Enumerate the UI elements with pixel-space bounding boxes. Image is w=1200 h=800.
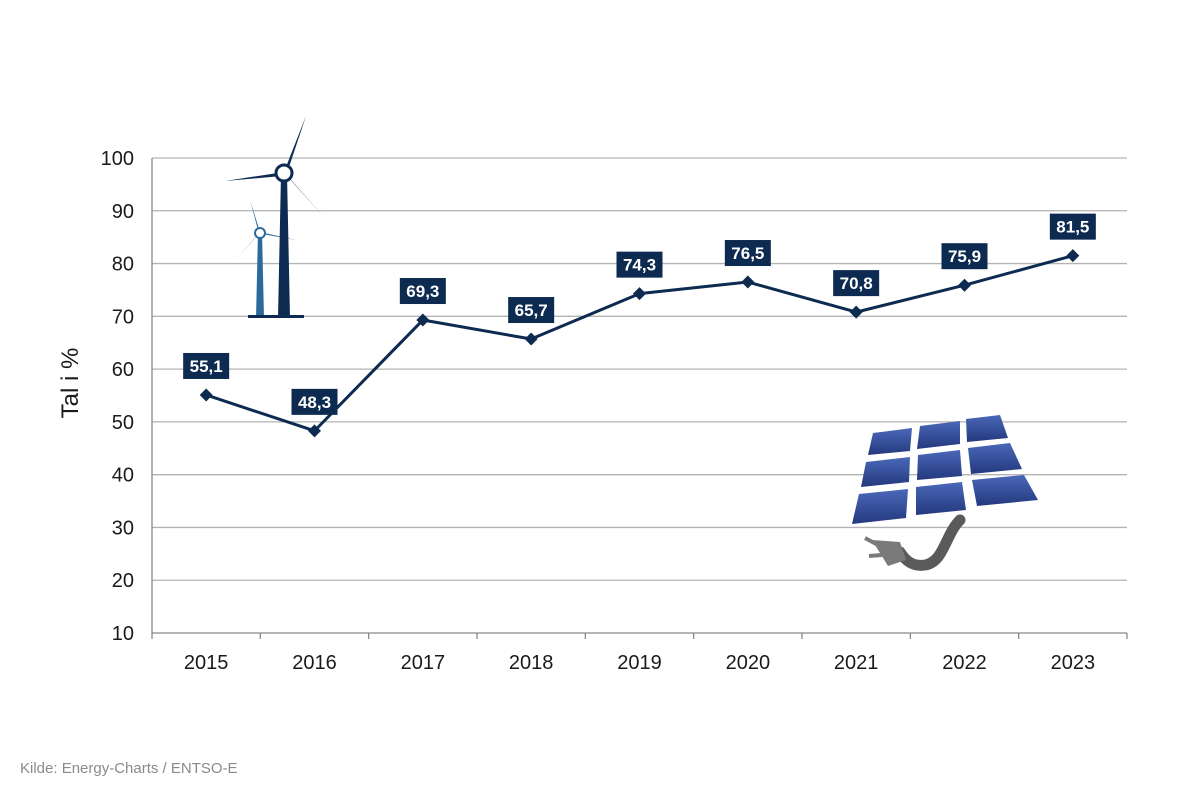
y-tick-label: 70 bbox=[112, 306, 134, 328]
data-point-marker bbox=[741, 275, 755, 289]
data-label: 76,5 bbox=[731, 244, 764, 263]
data-point-marker bbox=[199, 388, 213, 402]
solar-panel-plug-icon bbox=[852, 415, 1038, 571]
data-label-box bbox=[399, 278, 446, 305]
y-tick-label: 20 bbox=[112, 570, 134, 592]
data-label-box bbox=[508, 297, 555, 324]
y-tick-label: 60 bbox=[112, 359, 134, 381]
x-tick-label: 2018 bbox=[509, 652, 554, 674]
data-point-marker bbox=[633, 287, 646, 301]
data-labels: 55,1 48,3 69,3 65,7 74,3 76,5 70,8 75,9 81,5 bbox=[183, 213, 1096, 415]
data-point-marker bbox=[524, 332, 538, 346]
data-label-box bbox=[941, 243, 988, 270]
data-point-marker bbox=[416, 313, 430, 327]
source-note: Kilde: Energy-Charts / ENTSO-E bbox=[20, 760, 238, 777]
data-label-box bbox=[833, 270, 880, 297]
data-point-marker bbox=[849, 305, 863, 319]
data-point-marker bbox=[308, 424, 321, 438]
y-tick-label: 90 bbox=[112, 201, 134, 223]
x-tick-label: 2016 bbox=[292, 652, 337, 674]
data-markers bbox=[199, 249, 1080, 438]
x-tick-label: 2019 bbox=[617, 652, 662, 674]
gridlines bbox=[152, 157, 1127, 581]
data-point-marker bbox=[1066, 249, 1080, 263]
data-label: 65,7 bbox=[515, 301, 548, 320]
y-axis-title: Tal i % bbox=[57, 348, 84, 419]
data-label: 75,9 bbox=[948, 247, 981, 266]
x-axis: 2015 2016 2017 2018 2019 2020 2021 2022 2023 bbox=[151, 158, 1128, 674]
x-tick-label: 2017 bbox=[401, 652, 446, 674]
data-label: 69,3 bbox=[406, 282, 439, 301]
data-label-box bbox=[183, 352, 230, 379]
x-tick-label: 2021 bbox=[834, 652, 879, 674]
y-tick-label: 40 bbox=[112, 465, 134, 487]
y-tick-label: 30 bbox=[112, 517, 134, 539]
x-tick-label: 2022 bbox=[942, 652, 987, 674]
data-label: 48,3 bbox=[298, 393, 331, 412]
x-tick-label: 2015 bbox=[184, 652, 229, 674]
data-label: 81,5 bbox=[1056, 218, 1089, 237]
wind-turbine-icon bbox=[225, 116, 324, 318]
data-label: 70,8 bbox=[840, 274, 873, 293]
data-label-box bbox=[724, 240, 771, 267]
data-label: 55,1 bbox=[190, 357, 223, 376]
y-tick-label: 10 bbox=[112, 623, 134, 645]
y-axis-ticks: 10 20 30 40 50 60 70 80 90 100 bbox=[101, 148, 134, 645]
data-label-box bbox=[616, 251, 663, 278]
x-tick-label: 2020 bbox=[726, 652, 771, 674]
y-tick-label: 50 bbox=[112, 412, 134, 434]
y-tick-label: 80 bbox=[112, 254, 134, 276]
x-tick-label: 2023 bbox=[1051, 652, 1096, 674]
data-label: 74,3 bbox=[623, 256, 656, 275]
data-label-box bbox=[291, 388, 338, 415]
data-point-marker bbox=[958, 278, 971, 292]
y-tick-label: 100 bbox=[101, 148, 134, 170]
data-label-box bbox=[1049, 213, 1096, 240]
